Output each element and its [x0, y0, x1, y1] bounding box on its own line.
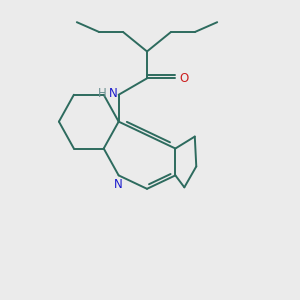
- Text: N: N: [114, 178, 123, 191]
- Text: H: H: [98, 87, 106, 100]
- Text: O: O: [179, 72, 188, 85]
- Text: N: N: [109, 87, 118, 100]
